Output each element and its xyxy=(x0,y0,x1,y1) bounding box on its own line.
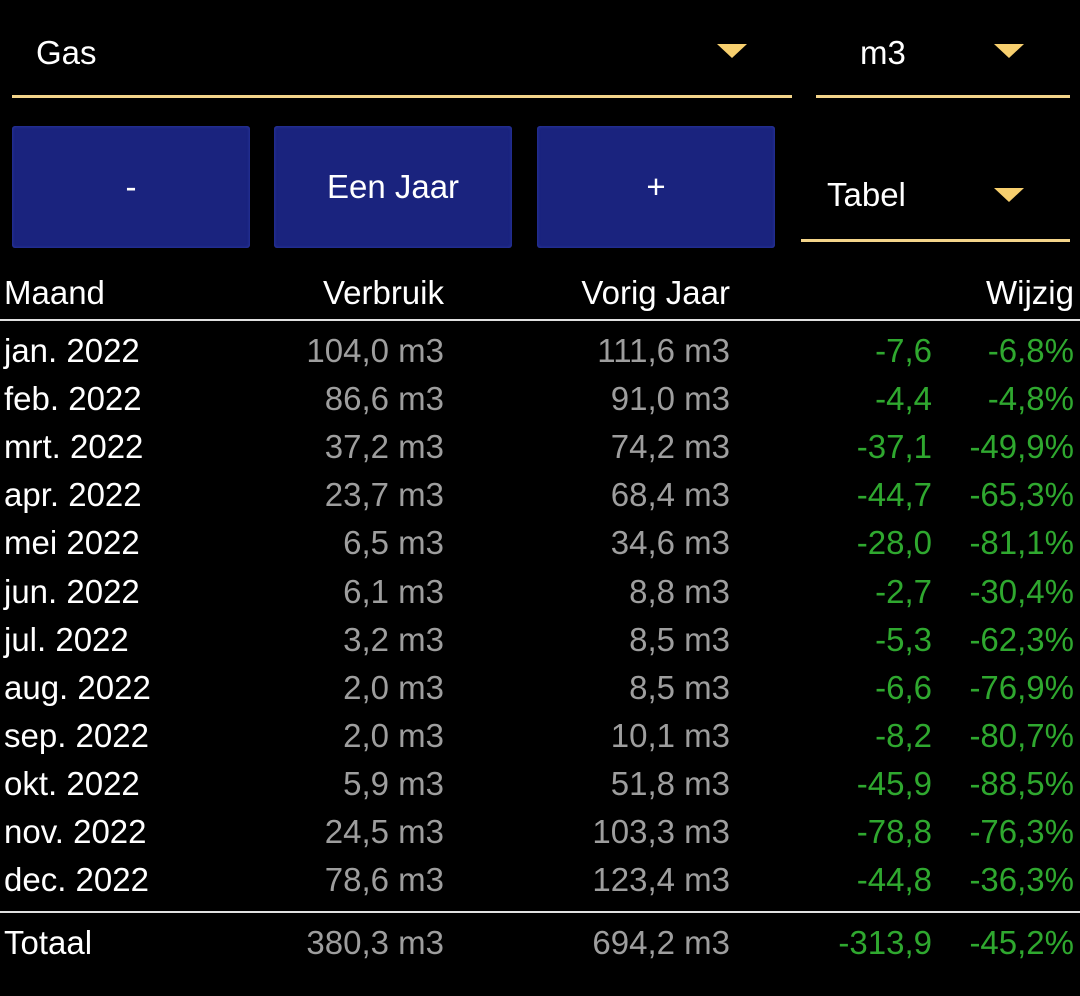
total-label: Totaal xyxy=(4,924,93,961)
energy-type-value: Gas xyxy=(36,34,97,71)
row-pct: -30,4% xyxy=(969,572,1074,610)
table-row: dec. 2022 78,6 m3 123,4 m3 -44,8 -36,3% xyxy=(0,861,1080,909)
row-month: okt. 2022 xyxy=(4,764,140,802)
row-diff: -7,6 xyxy=(875,332,932,369)
row-pct: -62,3% xyxy=(969,620,1074,658)
table-row: mrt. 2022 37,2 m3 74,2 m3 -37,1 -49,9% xyxy=(0,428,1080,476)
view-mode-value: Tabel xyxy=(827,176,906,213)
header-month: Maand xyxy=(4,274,105,311)
table-row: apr. 2022 23,7 m3 68,4 m3 -44,7 -65,3% xyxy=(0,476,1080,524)
unit-dropdown[interactable]: m3 xyxy=(816,20,1070,98)
row-month: apr. 2022 xyxy=(4,476,142,514)
row-previous: 123,4 m3 xyxy=(592,861,730,899)
row-previous: 8,5 m3 xyxy=(629,668,730,706)
row-usage: 2,0 m3 xyxy=(343,716,444,754)
row-diff: -44,8 xyxy=(856,861,932,899)
row-pct: -80,7% xyxy=(969,716,1074,754)
chevron-down-icon xyxy=(994,44,1024,58)
row-diff: -4,4 xyxy=(875,380,932,418)
row-previous: 111,6 m3 xyxy=(597,332,730,369)
row-previous: 8,8 m3 xyxy=(629,572,730,610)
row-diff: -44,7 xyxy=(856,476,932,514)
row-month: mei 2022 xyxy=(4,524,140,562)
row-usage: 3,2 m3 xyxy=(343,620,444,658)
row-previous: 8,5 m3 xyxy=(629,620,730,658)
row-pct: -65,3% xyxy=(969,476,1074,514)
energy-type-dropdown[interactable]: Gas xyxy=(12,20,792,98)
row-usage: 104,0 m3 xyxy=(306,332,444,369)
row-pct: -81,1% xyxy=(969,524,1074,562)
header-usage: Verbruik xyxy=(322,274,444,311)
row-usage: 6,5 m3 xyxy=(343,524,444,562)
row-previous: 103,3 m3 xyxy=(592,813,730,850)
row-diff: -5,3 xyxy=(875,620,932,658)
view-mode-dropdown[interactable]: Tabel xyxy=(801,156,1070,242)
row-pct: -6,8% xyxy=(987,332,1074,369)
header-change: Wijzig xyxy=(986,274,1074,311)
row-usage: 5,9 m3 xyxy=(343,764,444,802)
row-month: dec. 2022 xyxy=(4,861,149,899)
total-usage: 380,3 m3 xyxy=(306,924,444,961)
row-diff: -45,9 xyxy=(856,764,932,802)
chevron-down-icon xyxy=(994,188,1024,202)
row-usage: 6,1 m3 xyxy=(343,572,444,610)
next-period-button[interactable]: + xyxy=(537,126,775,248)
table-row: nov. 2022 24,5 m3 103,3 m3 -78,8 -76,3% xyxy=(0,813,1080,861)
row-usage: 37,2 m3 xyxy=(324,428,444,466)
row-previous: 74,2 m3 xyxy=(610,428,730,466)
chevron-down-icon xyxy=(717,44,747,58)
row-pct: -4,8% xyxy=(987,380,1074,418)
row-pct: -76,9% xyxy=(969,668,1074,706)
total-row: Totaal 380,3 m3 694,2 m3 -313,9 -45,2% xyxy=(0,924,1080,972)
row-previous: 51,8 m3 xyxy=(610,764,730,802)
header-previous-year: Vorig Jaar xyxy=(581,274,730,311)
row-usage: 24,5 m3 xyxy=(324,813,444,850)
row-previous: 34,6 m3 xyxy=(610,524,730,562)
table-row: mei 2022 6,5 m3 34,6 m3 -28,0 -81,1% xyxy=(0,524,1080,572)
total-previous: 694,2 m3 xyxy=(592,924,730,961)
row-month: mrt. 2022 xyxy=(4,428,144,466)
row-diff: -28,0 xyxy=(856,524,932,562)
row-pct: -36,3% xyxy=(969,861,1074,899)
row-usage: 86,6 m3 xyxy=(324,380,444,418)
row-month: nov. 2022 xyxy=(4,813,147,850)
row-diff: -37,1 xyxy=(856,428,932,466)
total-divider xyxy=(0,911,1080,913)
row-previous: 10,1 m3 xyxy=(610,716,730,754)
row-pct: -49,9% xyxy=(969,428,1074,466)
row-usage: 78,6 m3 xyxy=(324,861,444,899)
table-row: sep. 2022 2,0 m3 10,1 m3 -8,2 -80,7% xyxy=(0,717,1080,765)
row-pct: -76,3% xyxy=(969,813,1074,850)
row-pct: -88,5% xyxy=(969,764,1074,802)
row-previous: 68,4 m3 xyxy=(610,476,730,514)
row-month: jan. 2022 xyxy=(4,332,140,369)
header-divider xyxy=(0,319,1080,321)
table-row: aug. 2022 2,0 m3 8,5 m3 -6,6 -76,9% xyxy=(0,669,1080,717)
total-diff: -313,9 xyxy=(838,924,932,961)
table-row: jul. 2022 3,2 m3 8,5 m3 -5,3 -62,3% xyxy=(0,621,1080,669)
total-pct: -45,2% xyxy=(969,924,1074,961)
unit-value: m3 xyxy=(860,34,906,71)
row-month: aug. 2022 xyxy=(4,668,151,706)
row-month: jun. 2022 xyxy=(4,572,140,610)
table-row: okt. 2022 5,9 m3 51,8 m3 -45,9 -88,5% xyxy=(0,765,1080,813)
row-month: jul. 2022 xyxy=(4,620,129,658)
row-diff: -8,2 xyxy=(875,716,932,754)
row-diff: -6,6 xyxy=(875,668,932,706)
row-diff: -78,8 xyxy=(856,813,932,850)
row-month: feb. 2022 xyxy=(4,380,142,418)
table-row: feb. 2022 86,6 m3 91,0 m3 -4,4 -4,8% xyxy=(0,380,1080,428)
table-row: jun. 2022 6,1 m3 8,8 m3 -2,7 -30,4% xyxy=(0,573,1080,621)
row-usage: 23,7 m3 xyxy=(324,476,444,514)
table-row: jan. 2022 104,0 m3 111,6 m3 -7,6 -6,8% xyxy=(0,332,1080,380)
row-usage: 2,0 m3 xyxy=(343,668,444,706)
row-previous: 91,0 m3 xyxy=(610,380,730,418)
row-diff: -2,7 xyxy=(875,572,932,610)
row-month: sep. 2022 xyxy=(4,716,149,754)
period-button[interactable]: Een Jaar xyxy=(274,126,512,248)
previous-period-button[interactable]: - xyxy=(12,126,250,248)
